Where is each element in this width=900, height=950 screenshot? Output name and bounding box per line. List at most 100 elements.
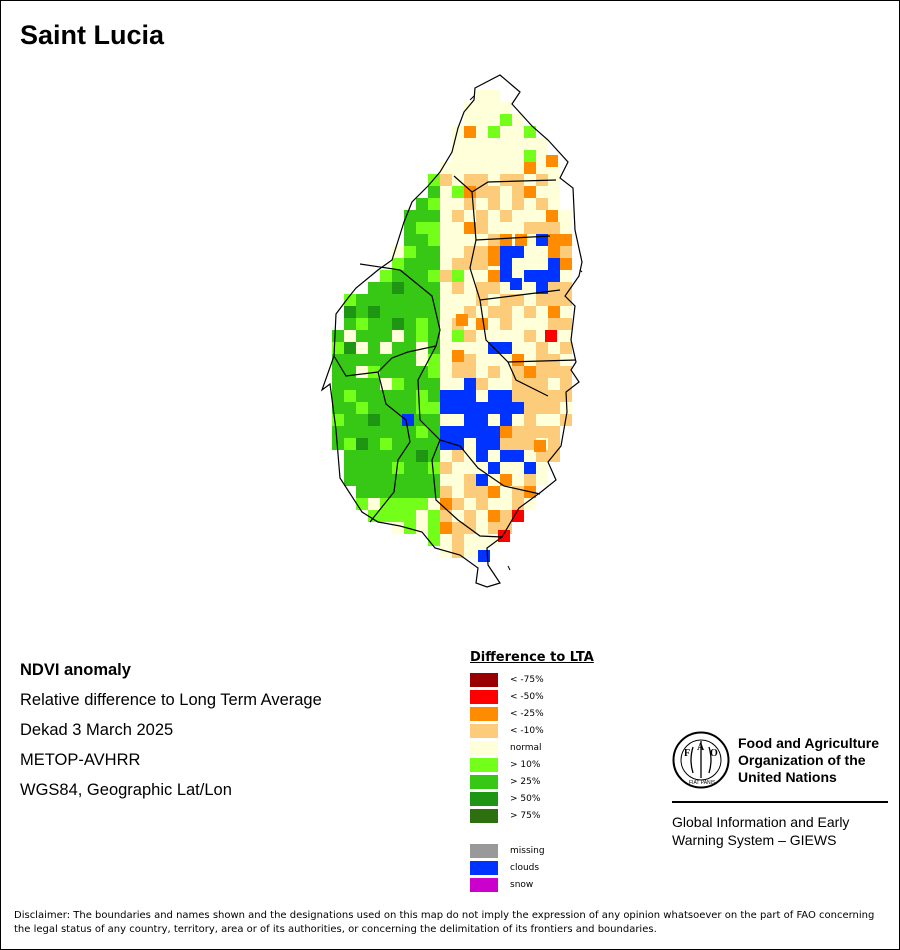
legend-swatch <box>470 843 498 858</box>
ndvi-cell <box>500 246 512 258</box>
ndvi-cell <box>440 210 452 222</box>
ndvi-cell <box>428 462 440 474</box>
ndvi-cell <box>356 330 368 342</box>
ndvi-cell <box>500 414 512 426</box>
ndvi-cell <box>344 402 356 414</box>
ndvi-cell <box>488 198 500 210</box>
ndvi-cell <box>476 102 488 114</box>
ndvi-cell <box>488 486 500 498</box>
ndvi-cell <box>488 330 500 342</box>
ndvi-cell <box>536 186 548 198</box>
ndvi-cell <box>368 306 380 318</box>
ndvi-cell <box>416 330 428 342</box>
legend-swatch <box>470 672 498 687</box>
legend-label: missing <box>510 845 545 856</box>
ndvi-cell <box>368 498 380 510</box>
ndvi-cell <box>510 278 522 290</box>
ndvi-cell <box>548 282 560 294</box>
ndvi-cell <box>536 270 548 282</box>
ndvi-cell <box>524 258 536 270</box>
ndvi-cell <box>464 474 476 486</box>
ndvi-cell <box>488 162 500 174</box>
ndvi-cell <box>452 498 464 510</box>
ndvi-cell <box>332 426 344 438</box>
ndvi-cell <box>428 234 440 246</box>
ndvi-cell <box>380 282 392 294</box>
ndvi-cell <box>524 402 536 414</box>
ndvi-cell <box>488 90 500 102</box>
ndvi-cell <box>512 162 524 174</box>
ndvi-cell <box>500 306 512 318</box>
ndvi-cell <box>500 186 512 198</box>
ndvi-cell <box>404 486 416 498</box>
ndvi-cell <box>452 222 464 234</box>
ndvi-cell <box>524 330 536 342</box>
ndvi-cell <box>524 150 536 162</box>
ndvi-cell <box>488 426 500 438</box>
ndvi-cell <box>428 534 440 546</box>
ndvi-cell <box>368 486 380 498</box>
ndvi-cell <box>392 522 404 534</box>
product-period: Dekad 3 March 2025 <box>20 721 174 739</box>
ndvi-cell <box>368 462 380 474</box>
ndvi-cell <box>332 378 344 390</box>
ndvi-cell <box>560 366 572 378</box>
ndvi-cell <box>452 414 464 426</box>
ndvi-cell <box>512 330 524 342</box>
ndvi-cell <box>536 138 548 150</box>
ndvi-cell <box>356 306 368 318</box>
ndvi-cell <box>464 426 476 438</box>
legend-item: < -75% <box>470 671 594 688</box>
legend-title: Difference to LTA <box>470 650 594 665</box>
ndvi-cell <box>512 498 524 510</box>
ndvi-cell <box>536 414 548 426</box>
ndvi-cell <box>488 114 500 126</box>
ndvi-cell <box>344 378 356 390</box>
ndvi-cell <box>560 210 572 222</box>
ndvi-cell <box>524 306 536 318</box>
ndvi-cell <box>428 258 440 270</box>
ndvi-cell <box>476 366 488 378</box>
ndvi-cell <box>488 366 500 378</box>
ndvi-cell <box>476 438 488 450</box>
ndvi-cell <box>500 474 512 486</box>
ndvi-cell <box>464 210 476 222</box>
ndvi-cell <box>534 440 546 452</box>
legend-item: < -50% <box>470 688 594 705</box>
ndvi-cell <box>488 174 500 186</box>
svg-text:A: A <box>697 742 705 753</box>
ndvi-cell <box>560 330 572 342</box>
ndvi-cell <box>428 498 440 510</box>
legend-label: < -10% <box>510 725 544 736</box>
ndvi-cell <box>548 246 560 258</box>
legend-item: snow <box>470 876 594 893</box>
ndvi-cell <box>392 330 404 342</box>
ndvi-cell <box>428 390 440 402</box>
ndvi-cell <box>546 155 558 167</box>
ndvi-cell <box>344 426 356 438</box>
ndvi-cell <box>440 246 452 258</box>
ndvi-cell <box>440 438 452 450</box>
ndvi-cell <box>344 330 356 342</box>
ndvi-cell <box>488 102 500 114</box>
ndvi-cell <box>488 438 500 450</box>
ndvi-cell <box>440 390 452 402</box>
ndvi-cell <box>548 294 560 306</box>
ndvi-cell <box>392 426 404 438</box>
ndvi-cell <box>488 414 500 426</box>
ndvi-cell <box>428 414 440 426</box>
ndvi-cell <box>545 330 557 342</box>
legend-label: snow <box>510 879 534 890</box>
ndvi-cell <box>428 246 440 258</box>
ndvi-cell <box>500 102 512 114</box>
ndvi-cell <box>524 186 536 198</box>
ndvi-cell <box>548 234 560 246</box>
ndvi-cell <box>416 438 428 450</box>
fao-divider <box>672 801 888 803</box>
ndvi-cell <box>536 366 548 378</box>
ndvi-cell <box>536 474 548 486</box>
ndvi-cell <box>464 198 476 210</box>
ndvi-cell <box>464 342 476 354</box>
ndvi-cell <box>548 438 560 450</box>
ndvi-cell <box>464 258 476 270</box>
